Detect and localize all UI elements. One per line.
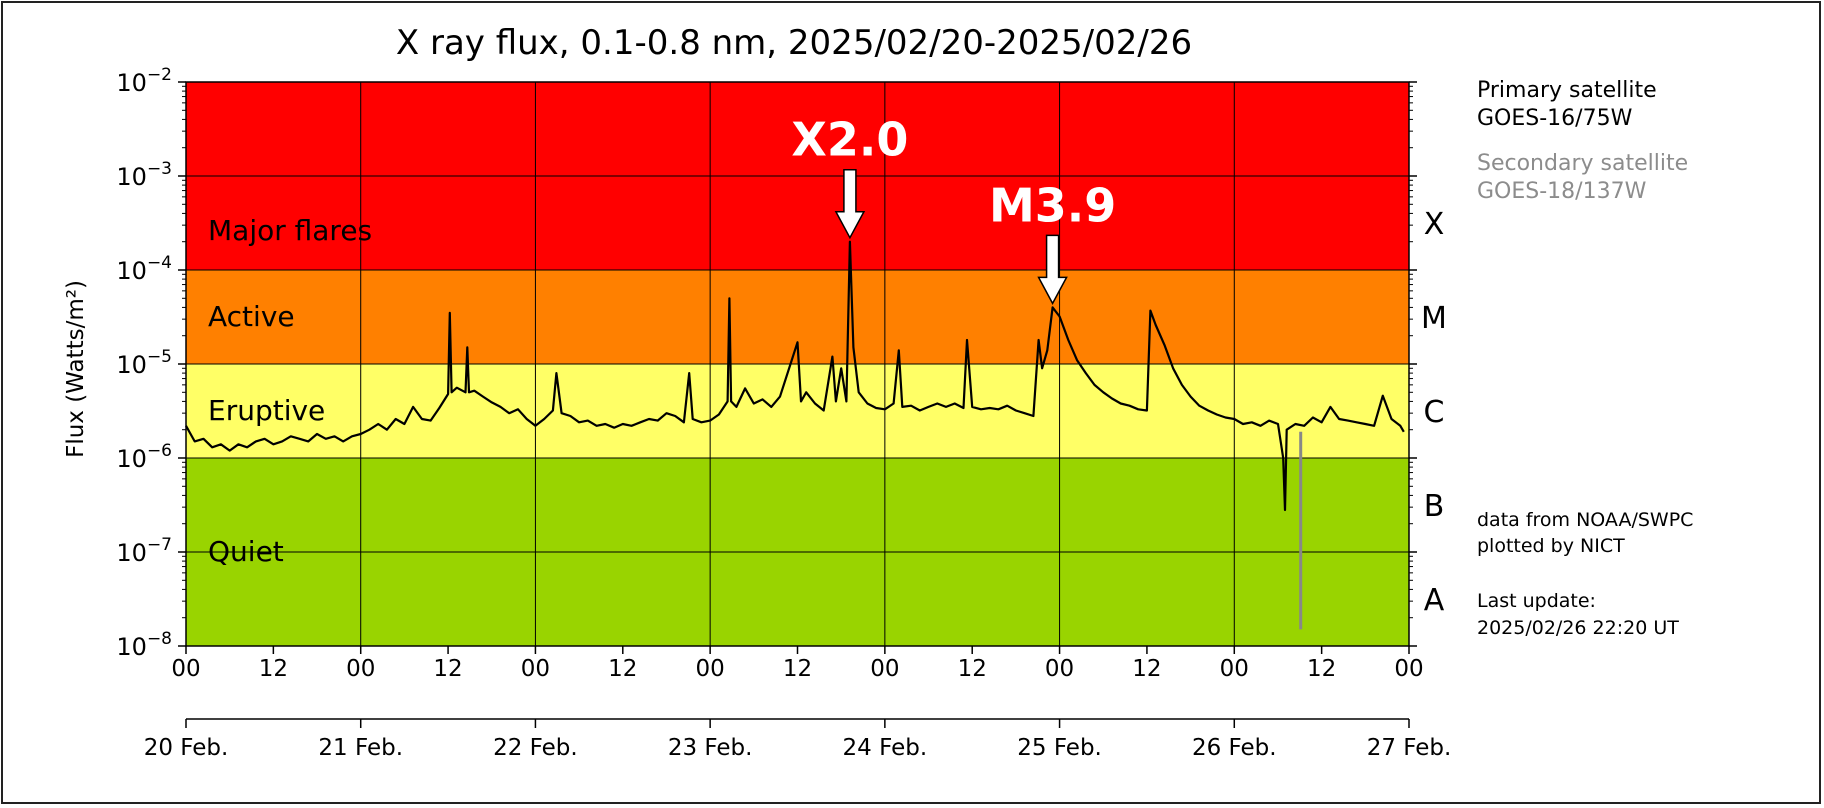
legend-secondary-name: GOES-18/137W: [1477, 179, 1647, 204]
y-axis-label: Flux (Watts/m²): [63, 280, 89, 458]
x-hour-label: 12: [259, 656, 288, 682]
x-hour-label: 12: [1132, 656, 1161, 682]
y-tick-label: 10−5: [116, 347, 172, 379]
chart-title: X ray flux, 0.1-0.8 nm, 2025/02/20-2025/…: [396, 23, 1192, 63]
x-day-label: 22 Feb.: [493, 735, 578, 761]
band-label: Eruptive: [208, 394, 325, 427]
x-hour-label: 00: [1394, 656, 1423, 682]
x-hour-label: 00: [346, 656, 375, 682]
x-hour-label: 12: [433, 656, 462, 682]
x-hour-label: 00: [696, 656, 725, 682]
x-hour-label: 12: [958, 656, 987, 682]
last-update-value: 2025/02/26 22:20 UT: [1477, 617, 1679, 639]
series-line: [185, 240, 1405, 512]
flare-label: X2.0: [791, 113, 908, 167]
band-eruptive: [186, 364, 1409, 458]
flare-arrow: [834, 168, 866, 240]
band-label: Major flares: [208, 214, 372, 247]
legend-primary-name: GOES-16/75W: [1477, 106, 1633, 131]
legend-secondary-label: Secondary satellite: [1477, 151, 1688, 176]
x-day-label: 20 Feb.: [144, 735, 229, 761]
flare-class-label: M: [1421, 301, 1447, 336]
x-hour-label: 12: [608, 656, 637, 682]
y-tick-label: 10−6: [116, 441, 172, 473]
flare-label: M3.9: [989, 178, 1116, 232]
x-day-label: 21 Feb.: [318, 735, 403, 761]
flare-class-label: C: [1424, 395, 1445, 430]
x-day-label: 26 Feb.: [1192, 735, 1277, 761]
x-hour-label: 12: [1307, 656, 1336, 682]
x-day-label: 24 Feb.: [843, 735, 928, 761]
x-hour-label: 00: [521, 656, 550, 682]
flare-class-label: A: [1424, 583, 1445, 618]
legend-primary-label: Primary satellite: [1477, 78, 1657, 103]
y-tick-label: 10−2: [116, 65, 172, 97]
last-update-label: Last update:: [1477, 590, 1596, 612]
x-day-label: 23 Feb.: [668, 735, 753, 761]
x-hour-label: 00: [1220, 656, 1249, 682]
x-day-label: 25 Feb.: [1017, 735, 1102, 761]
x-hour-label: 00: [171, 656, 200, 682]
credit-plotted-by: plotted by NICT: [1477, 535, 1625, 557]
x-hour-label: 00: [870, 656, 899, 682]
x-hour-label: 00: [1045, 656, 1074, 682]
x-hour-label: 12: [783, 656, 812, 682]
x-day-label: 27 Feb.: [1367, 735, 1452, 761]
y-tick-label: 10−4: [116, 253, 172, 285]
y-tick-label: 10−3: [116, 159, 172, 191]
flare-class-label: B: [1424, 489, 1445, 524]
flare-class-label: X: [1424, 207, 1445, 242]
band-label: Active: [208, 300, 295, 333]
y-tick-label: 10−7: [116, 535, 172, 567]
y-tick-label: 10−8: [116, 629, 172, 661]
flare-arrow: [1037, 234, 1068, 305]
credit-data-source: data from NOAA/SWPC: [1477, 509, 1693, 531]
